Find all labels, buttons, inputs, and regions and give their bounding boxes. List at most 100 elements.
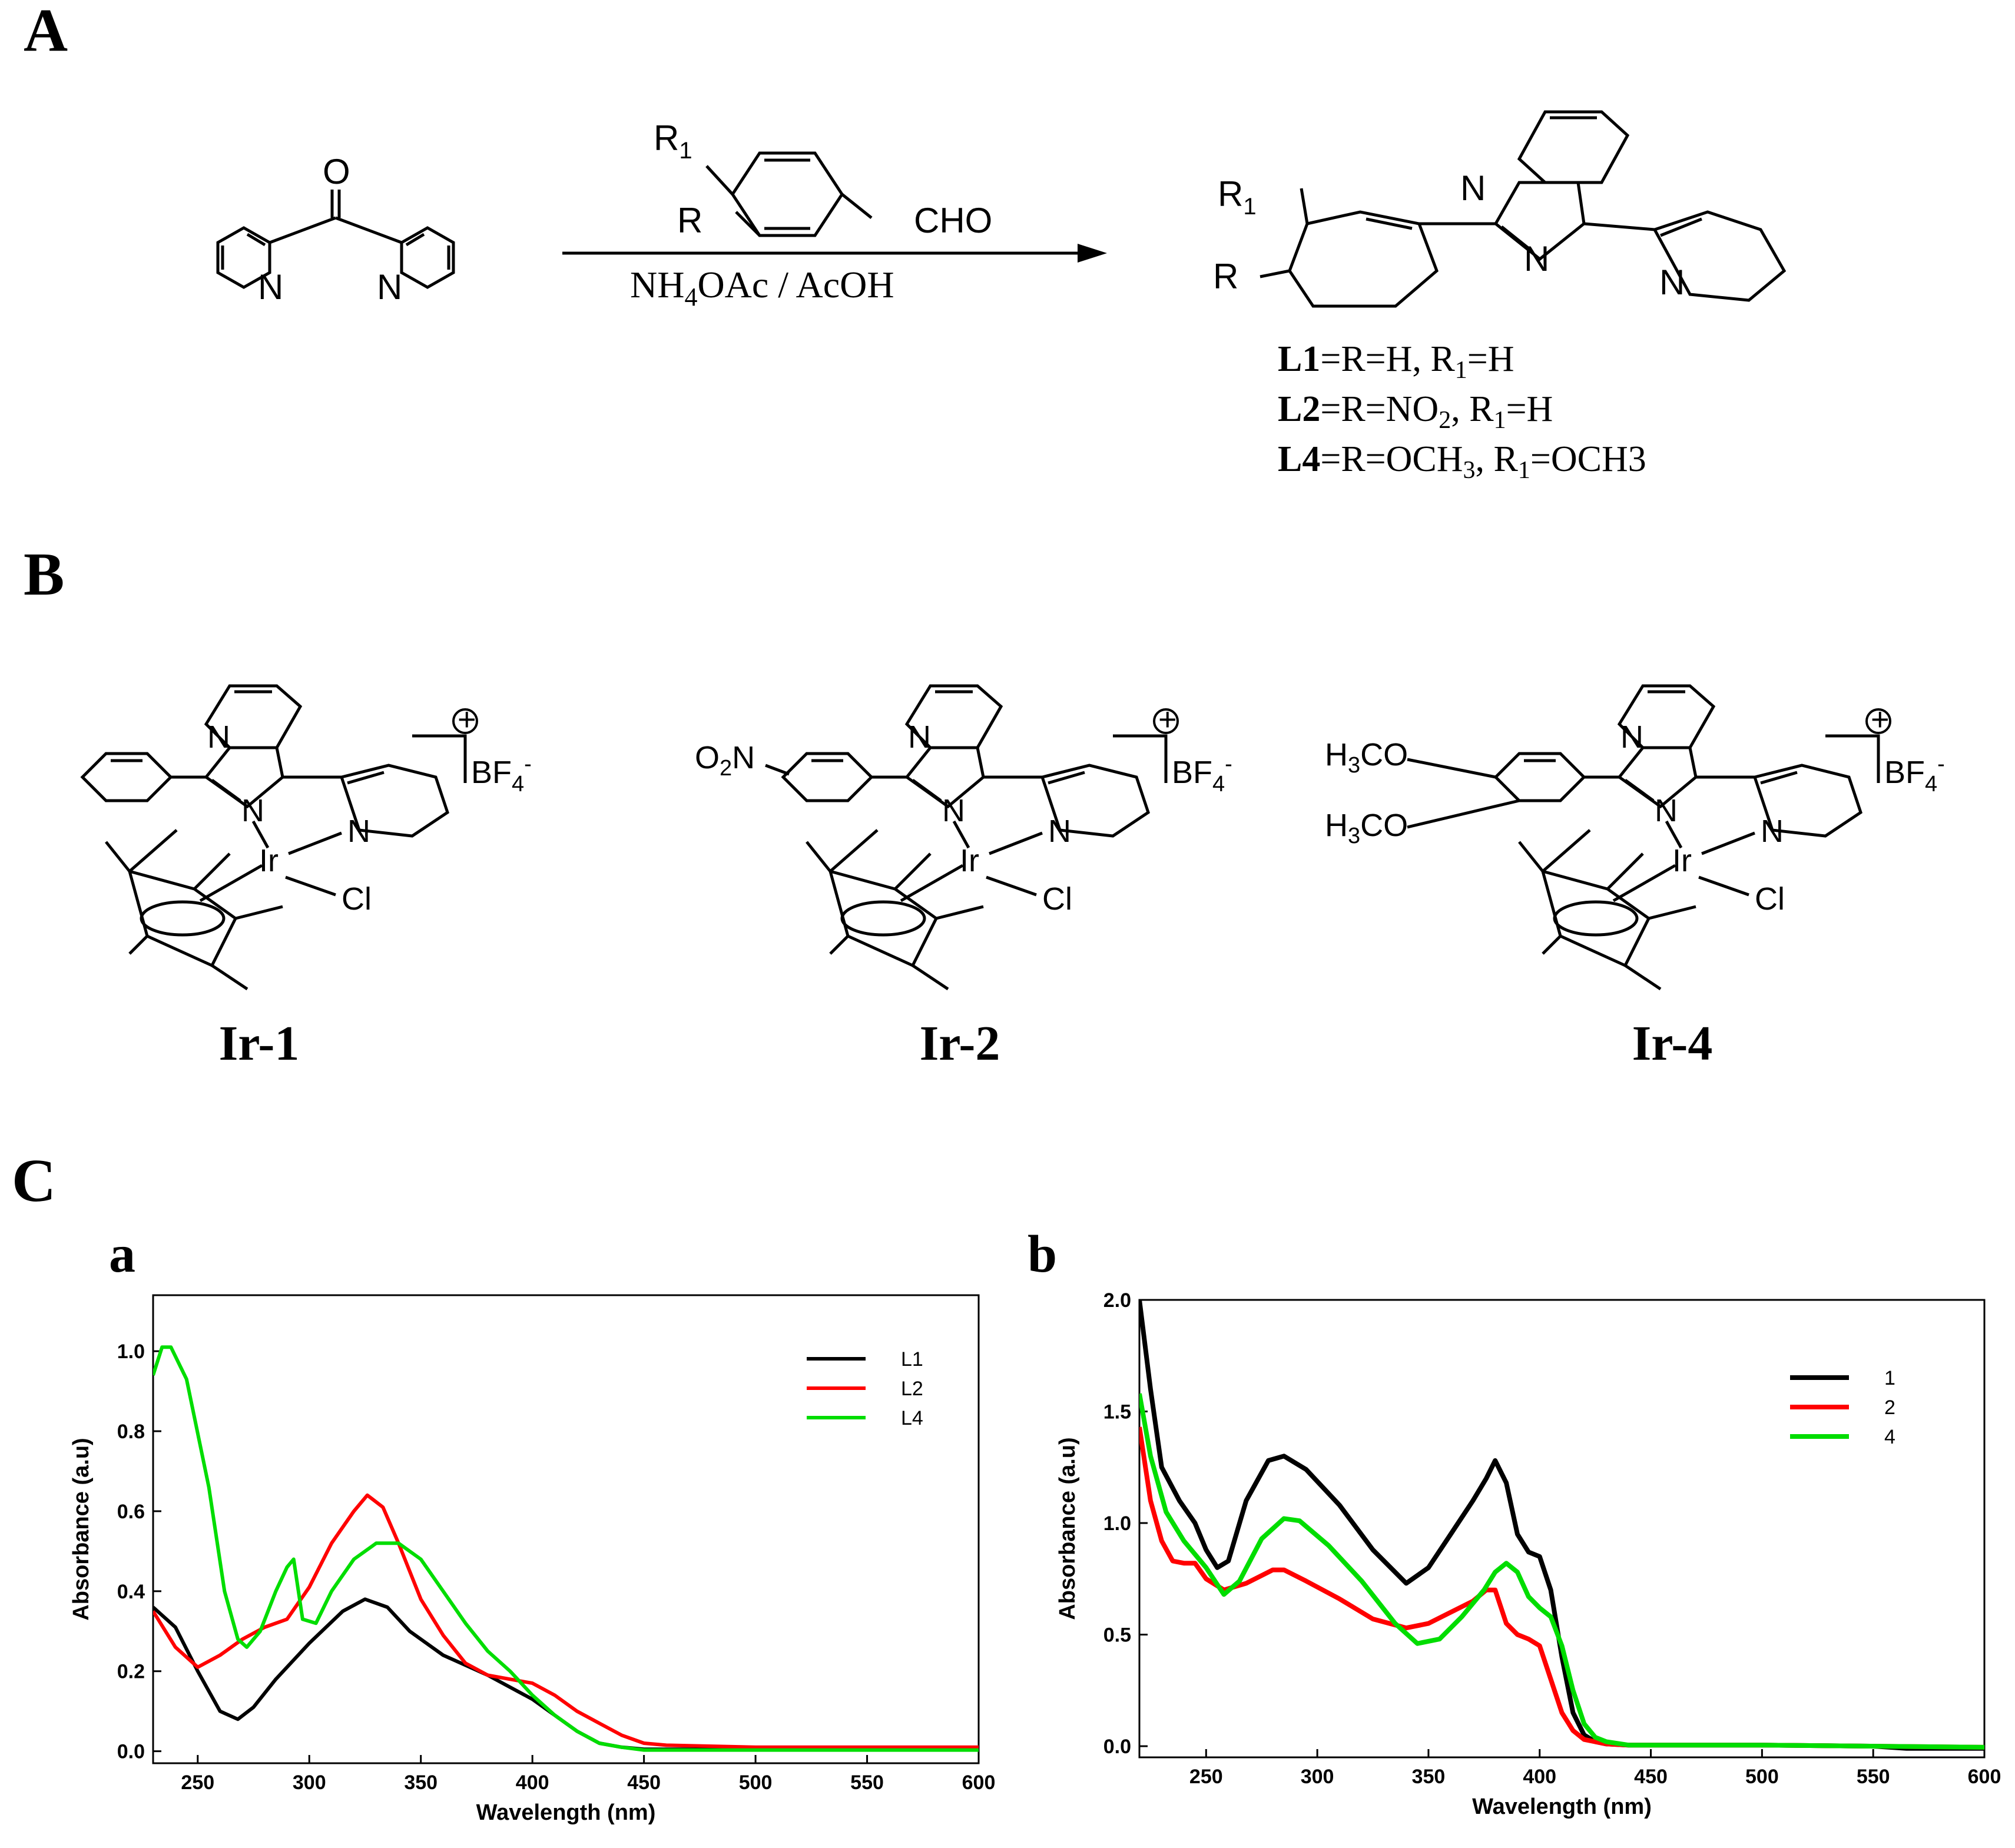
product-r1-label: R1 xyxy=(1218,174,1257,220)
legend-label: 1 xyxy=(1884,1367,1895,1389)
y-axis-title: Absorbance (a.u) xyxy=(69,1438,94,1620)
ligand-definitions: L1=R=H, R1=H L2=R=NO2, R1=H L4=R=OCH3, R1=… xyxy=(1278,339,1646,484)
left-pyridine-n-label: N xyxy=(258,267,283,307)
atom-label: Ir xyxy=(1672,843,1692,878)
x-tick-label: 400 xyxy=(516,1771,549,1794)
counterion-label: BF4- xyxy=(1172,752,1232,797)
chart-a: 250 300 350 400 450 500 550 600 0.0 0.2 0.4 0.6 0.8 1… xyxy=(69,1294,996,1825)
atom-label: N xyxy=(1620,719,1643,755)
atom-label: N xyxy=(1655,793,1678,828)
methoxy-group-label: H3CO xyxy=(1325,737,1408,778)
legend-label: L2 xyxy=(901,1378,923,1400)
x-tick-label: 500 xyxy=(739,1771,773,1794)
charge-circle xyxy=(452,708,478,734)
atom-label: N xyxy=(347,814,370,849)
y-tick-label: 0.8 xyxy=(117,1421,145,1443)
y-tick-label: 0.6 xyxy=(117,1501,145,1523)
panel-label-b: B xyxy=(24,540,64,608)
y-tick-label: 0.5 xyxy=(1103,1624,1131,1647)
iridium-complexes: N N N Ir Cl BF4- + Ir-1 N N N Ir Cl BF4- + O2N Ir-2 N N N Ir… xyxy=(80,684,1945,1071)
atom-label: Cl xyxy=(1042,881,1072,917)
atom-label: Cl xyxy=(342,881,372,917)
legend-label: L4 xyxy=(901,1407,923,1429)
x-axis-title: Wavelength (nm) xyxy=(1472,1794,1652,1819)
complex-ir-1: N N N Ir Cl BF4- + Ir-1 xyxy=(80,684,532,1071)
atom-label: N xyxy=(241,793,264,828)
product-n-pyridyl-label: N xyxy=(1659,263,1685,302)
imidazopyridine-product-structure xyxy=(1260,110,1787,308)
y-tick-label: 1.0 xyxy=(117,1341,145,1363)
y-tick-label: 0.0 xyxy=(1103,1736,1131,1758)
product-n-bridge-label: N xyxy=(1460,168,1486,208)
atom-label: Cl xyxy=(1755,881,1785,917)
counterion-label: BF4- xyxy=(1884,752,1945,797)
y-tick-label: 2.0 xyxy=(1103,1289,1131,1312)
y-tick-label: 1.0 xyxy=(1103,1512,1131,1535)
ligand-def-l1: L1=R=H, R1=H xyxy=(1278,339,1514,384)
nitro-group-label: O2N xyxy=(695,740,755,781)
x-tick-label: 550 xyxy=(850,1771,884,1794)
chart-b: 250 300 350 400 450 500 550 600 0.0 0.5 1.0 1.5 2.0 W… xyxy=(1055,1289,2001,1819)
reagent-r1-label: R1 xyxy=(654,118,692,164)
ligand-name: L1 xyxy=(1278,339,1320,379)
methoxy-group-label: H3CO xyxy=(1325,808,1408,848)
charge-circle xyxy=(1865,708,1891,734)
ligand-def-l4: L4=R=OCH3, R1=OCH3 xyxy=(1278,439,1646,484)
plot-area xyxy=(1138,1299,1986,1759)
y-tick-label: 0.4 xyxy=(117,1581,145,1603)
charge-label: + xyxy=(458,702,476,737)
plot-area xyxy=(152,1294,980,1764)
complex-ir-4: N N N Ir Cl BF4- + H3CO H3CO Ir-4 xyxy=(1325,684,1945,1071)
x-tick-label: 600 xyxy=(1968,1766,2001,1788)
counterion-label: BF4- xyxy=(471,752,532,797)
x-tick-label: 400 xyxy=(1523,1766,1556,1788)
reaction-arrow xyxy=(562,244,1107,263)
x-tick-label: 250 xyxy=(1189,1766,1223,1788)
charge-circle xyxy=(1153,708,1179,734)
complex-label: Ir-4 xyxy=(1632,1016,1713,1071)
x-tick-label: 600 xyxy=(962,1771,996,1794)
reagent-r-label: R xyxy=(677,201,702,240)
complex-ir-2: N N N Ir Cl BF4- + O2N Ir-2 xyxy=(695,684,1232,1071)
right-pyridine-n-label: N xyxy=(377,267,402,307)
reagent-cho-label: CHO xyxy=(914,201,992,240)
legend-label: 2 xyxy=(1884,1396,1895,1419)
legend-label: 4 xyxy=(1884,1426,1895,1448)
ligand-name: L2 xyxy=(1278,389,1320,429)
chart-b-label: b xyxy=(1028,1225,1057,1283)
product-n-imidazole-label: N xyxy=(1524,239,1549,278)
x-tick-label: 300 xyxy=(293,1771,326,1794)
x-tick-label: 350 xyxy=(1412,1766,1446,1788)
series-line-2 xyxy=(1139,1426,1984,1750)
y-tick-label: 0.0 xyxy=(117,1741,145,1763)
carbonyl-o-label: O xyxy=(323,152,350,191)
x-tick-label: 450 xyxy=(627,1771,661,1794)
charge-label: + xyxy=(1158,702,1177,737)
product-r-label: R xyxy=(1213,257,1238,296)
reaction-conditions: NH4OAc / AcOH xyxy=(630,264,894,311)
panel-label-c: C xyxy=(12,1147,56,1215)
x-tick-label: 450 xyxy=(1634,1766,1668,1788)
panel-label-a: A xyxy=(24,0,68,64)
atom-label: N xyxy=(942,793,965,828)
chart-a-label: a xyxy=(109,1225,135,1283)
series-line-l2 xyxy=(153,1493,979,1749)
series-line-4 xyxy=(1139,1393,1984,1750)
x-tick-label: 350 xyxy=(404,1771,438,1794)
x-tick-label: 250 xyxy=(181,1771,214,1794)
y-tick-label: 0.2 xyxy=(117,1661,145,1683)
x-tick-label: 300 xyxy=(1301,1766,1334,1788)
ligand-name: L4 xyxy=(1278,439,1320,479)
legend-label: L1 xyxy=(901,1348,923,1371)
atom-label: N xyxy=(908,719,931,755)
dipyridyl-ketone-structure xyxy=(216,190,455,289)
ligand-def-l2: L2=R=NO2, R1=H xyxy=(1278,389,1553,434)
x-tick-label: 500 xyxy=(1745,1766,1779,1788)
charge-label: + xyxy=(1871,702,1890,737)
atom-label: N xyxy=(1048,814,1071,849)
complex-label: Ir-2 xyxy=(920,1016,1000,1071)
atom-label: Ir xyxy=(259,843,279,878)
atom-label: N xyxy=(207,719,230,755)
y-tick-label: 1.5 xyxy=(1103,1401,1131,1424)
